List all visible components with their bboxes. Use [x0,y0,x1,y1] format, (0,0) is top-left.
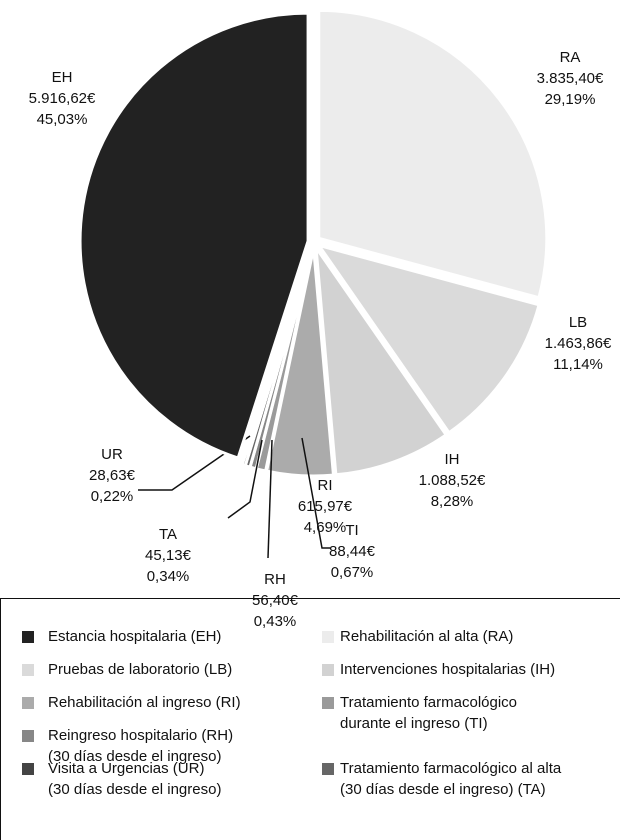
legend-label: Pruebas de laboratorio (LB) [48,661,232,678]
slice-label: UR [101,446,123,463]
pie-slice [314,242,449,477]
legend-swatch [22,730,34,742]
legend-swatch [22,631,34,643]
legend-label: Tratamiento farmacológico [340,694,517,711]
legend-swatch [22,664,34,676]
amount-label: 88,44€ [329,543,376,560]
slice-label: IH [445,451,460,468]
amount-label: 5.916,62€ [29,90,96,107]
value-label: 0,22% [91,488,134,505]
amount-label: 56,40€ [252,592,299,609]
legend-label: Estancia hospitalaria (EH) [48,628,221,645]
value-label: 0,34% [147,568,190,585]
legend-label: durante el ingreso (TI) [340,715,488,732]
legend-swatch [322,664,334,676]
legend-label: Tratamiento farmacológico al alta [340,760,562,777]
value-label: 45,03% [37,111,88,128]
amount-label: 45,13€ [145,547,192,564]
legend-label: Intervenciones hospitalarias (IH) [340,661,555,678]
legend-label: Rehabilitación al ingreso (RI) [48,694,241,711]
pie-slice [315,242,541,435]
leader-line [227,439,263,519]
legend-swatch [22,763,34,775]
amount-label: 28,63€ [89,467,136,484]
legend-label: Rehabilitación al alta (RA) [340,628,513,645]
slice-label: RA [560,49,581,66]
amount-label: 615,97€ [298,498,353,515]
value-label: 11,14% [553,356,603,373]
legend-label: Reingreso hospitalario (RH) [48,727,233,744]
legend-swatch [322,631,334,643]
legend-swatch [322,697,334,709]
value-label: 4,69% [304,519,347,536]
pie-slice [78,11,310,460]
slice-label: RH [264,571,286,588]
value-label: 0,67% [331,564,374,581]
legend-swatch [322,763,334,775]
legend-label: Visita a Urgencias (UR) [48,760,204,777]
slice-label: LB [569,314,587,331]
leader-line [301,437,330,549]
value-label: 0,43% [254,613,297,630]
amount-label: 3.835,40€ [537,70,604,87]
amount-label: 1.463,86€ [545,335,612,352]
legend-swatch [22,697,34,709]
slice-label: RI [318,477,333,494]
amount-label: 1.088,52€ [419,472,486,489]
slice-label: TI [345,522,358,539]
slice-label: TA [159,526,177,543]
legend-label: (30 días desde el ingreso) [48,748,221,765]
pie-slice [240,247,314,468]
legend-label: (30 días desde el ingreso) (TA) [340,781,546,798]
pie-slice [317,8,549,300]
legend-label: (30 días desde el ingreso) [48,781,221,798]
legend-box [0,598,620,840]
value-label: 29,19% [545,91,596,108]
value-label: 8,28% [431,493,474,510]
slice-label: EH [52,69,73,86]
leader-line [267,439,273,559]
